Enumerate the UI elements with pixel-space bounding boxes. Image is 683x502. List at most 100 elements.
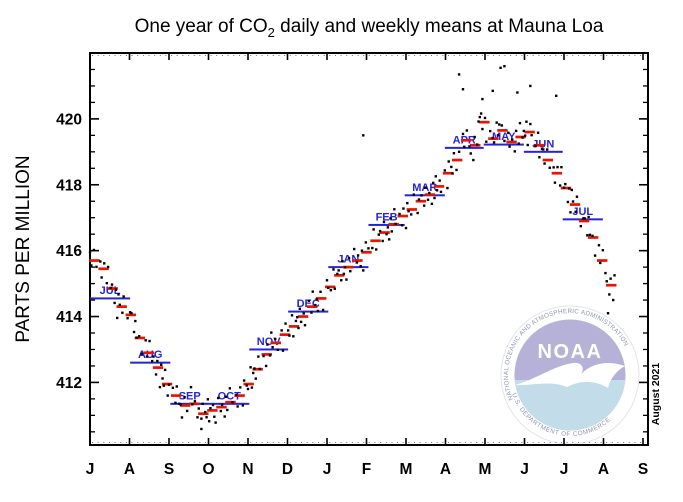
daily-mean-dot — [262, 354, 265, 358]
weekly-mean-dash — [397, 214, 408, 218]
daily-mean-dot — [473, 135, 476, 139]
daily-mean-dot — [560, 165, 563, 169]
daily-mean-dot — [591, 234, 594, 238]
daily-mean-dot — [211, 403, 215, 407]
x-tick-label: F — [362, 461, 371, 478]
x-ticks — [89, 53, 644, 445]
daily-mean-dot — [481, 97, 484, 101]
monthly-mean-label: OCT — [218, 390, 242, 402]
noaa-gull-icon — [515, 362, 625, 388]
daily-mean-dot — [389, 217, 392, 220]
y-tick-label: 416 — [56, 243, 82, 260]
daily-mean-dot — [109, 286, 112, 290]
daily-mean-dot — [249, 366, 252, 369]
weekly-mean-dash — [252, 367, 263, 371]
daily-mean-dot — [219, 409, 223, 413]
daily-mean-dot — [118, 303, 121, 307]
daily-mean-dot — [206, 398, 210, 401]
daily-mean-dot — [246, 387, 250, 391]
weekly-mean-dash — [179, 404, 191, 407]
daily-mean-dot — [431, 181, 435, 185]
daily-mean-dot — [207, 420, 211, 423]
weekly-mean-dash — [551, 171, 563, 175]
daily-mean-dot — [286, 329, 290, 332]
daily-mean-dot — [529, 122, 532, 126]
daily-mean-dot — [455, 168, 458, 172]
daily-mean-dot — [307, 299, 311, 302]
y-tick-label: 420 — [56, 111, 82, 128]
daily-mean-dot — [608, 293, 611, 296]
monthly-mean-label: MAY — [492, 131, 516, 143]
weekly-mean-dash — [470, 143, 481, 147]
daily-mean-dot — [387, 238, 391, 241]
daily-mean-dot — [122, 295, 125, 298]
daily-mean-dot — [426, 198, 430, 201]
daily-mean-dot — [450, 165, 453, 169]
noaa-logo-wordmark: NOAA — [538, 341, 603, 363]
daily-mean-dot — [126, 316, 129, 320]
weekly-mean-dash — [315, 297, 327, 300]
weekly-mean-dash — [225, 400, 236, 404]
daily-mean-dot — [100, 276, 103, 279]
daily-mean-dot — [254, 377, 257, 380]
daily-mean-dot — [574, 210, 577, 214]
weekly-mean-dash — [270, 341, 282, 345]
daily-mean-dot — [205, 416, 208, 419]
daily-mean-dot — [529, 84, 532, 88]
x-tick-label: J — [323, 461, 332, 478]
daily-mean-dot — [406, 201, 409, 205]
daily-mean-dot — [224, 395, 228, 398]
y-tick-label: 414 — [56, 309, 82, 326]
daily-mean-dot — [352, 247, 356, 251]
weekly-mean-dash — [134, 336, 146, 340]
daily-mean-dot — [302, 312, 305, 315]
daily-mean-dot — [95, 265, 98, 269]
daily-mean-dot — [166, 394, 169, 397]
daily-mean-dot — [553, 181, 557, 184]
daily-mean-dot — [201, 402, 204, 406]
daily-mean-dot — [298, 307, 302, 311]
daily-mean-dot — [191, 403, 194, 406]
weekly-mean-dash — [597, 259, 608, 262]
daily-mean-dot — [356, 254, 360, 257]
daily-mean-dot — [597, 244, 601, 247]
daily-mean-dot — [416, 211, 419, 215]
daily-mean-dot — [599, 261, 602, 265]
daily-mean-dot — [171, 386, 175, 390]
daily-mean-dot — [548, 166, 551, 169]
daily-mean-dot — [538, 156, 541, 159]
weekly-mean-dash — [325, 285, 336, 289]
daily-mean-dot — [433, 196, 436, 200]
daily-mean-dot — [315, 298, 318, 301]
daily-mean-dot — [375, 248, 378, 251]
daily-mean-dot — [562, 186, 566, 189]
noaa-logo: NOAA NATIONAL OCEANIC AND ATMOSPHERIC AD… — [500, 305, 640, 445]
weekly-mean-dash — [243, 382, 254, 386]
daily-mean-dot — [609, 277, 612, 280]
daily-mean-dot — [503, 139, 506, 143]
weekly-mean-dash — [606, 283, 617, 287]
daily-mean-dot — [144, 339, 147, 342]
daily-mean-dot — [297, 326, 300, 330]
weekly-mean-dash — [306, 305, 318, 308]
daily-mean-dot — [588, 233, 592, 237]
daily-mean-dot — [310, 311, 313, 314]
daily-mean-dot — [508, 145, 511, 148]
daily-mean-dot — [140, 352, 144, 355]
daily-mean-dot — [435, 189, 439, 192]
daily-mean-dot — [113, 301, 116, 305]
daily-mean-dot — [158, 385, 162, 389]
daily-mean-dot — [148, 339, 151, 343]
chart-title-prefix: One year of CO — [134, 16, 268, 37]
daily-mean-dot — [340, 279, 343, 282]
daily-mean-dot — [378, 229, 382, 233]
daily-mean-dot — [377, 233, 381, 236]
daily-mean-dot — [371, 246, 374, 250]
weekly-mean-dash — [560, 186, 572, 190]
weekly-mean-dash — [479, 120, 490, 124]
x-tick-label: S — [164, 461, 174, 478]
x-tick-label: A — [440, 461, 451, 478]
weekly-mean-dash — [461, 138, 472, 142]
daily-mean-dot — [476, 143, 479, 146]
